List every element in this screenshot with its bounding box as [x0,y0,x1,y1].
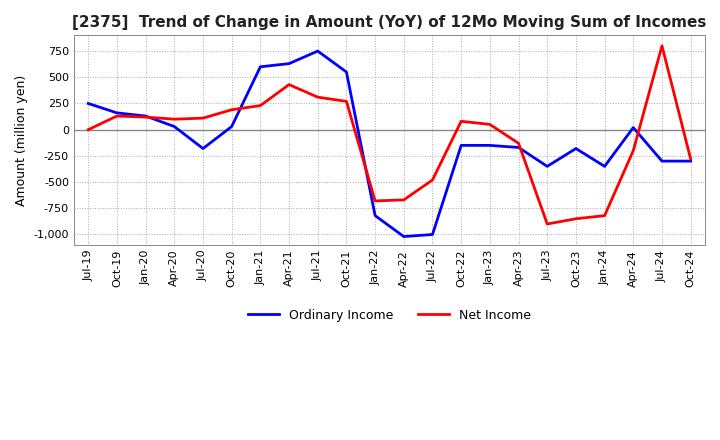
Ordinary Income [543,164,552,169]
Net Income [284,82,293,87]
Ordinary Income [228,124,236,129]
Ordinary Income [600,164,609,169]
Net Income [485,122,494,127]
Net Income [514,141,523,146]
Title: [2375]  Trend of Change in Amount (YoY) of 12Mo Moving Sum of Incomes: [2375] Trend of Change in Amount (YoY) o… [72,15,706,30]
Net Income [428,177,437,183]
Ordinary Income [371,213,379,218]
Ordinary Income [112,110,121,116]
Ordinary Income [342,70,351,75]
Y-axis label: Amount (million yen): Amount (million yen) [15,74,28,206]
Ordinary Income [313,48,322,54]
Ordinary Income [686,158,695,164]
Legend: Ordinary Income, Net Income: Ordinary Income, Net Income [243,304,536,327]
Net Income [84,127,93,132]
Net Income [199,115,207,121]
Ordinary Income [428,232,437,237]
Net Income [572,216,580,221]
Ordinary Income [457,143,466,148]
Ordinary Income [657,158,666,164]
Ordinary Income [400,234,408,239]
Net Income [686,156,695,161]
Net Income [342,99,351,104]
Ordinary Income [514,145,523,150]
Net Income [400,197,408,202]
Net Income [543,221,552,227]
Net Income [657,43,666,48]
Net Income [256,103,265,108]
Net Income [600,213,609,218]
Net Income [112,114,121,119]
Ordinary Income [485,143,494,148]
Net Income [313,95,322,100]
Net Income [228,107,236,112]
Net Income [371,198,379,204]
Ordinary Income [141,114,150,119]
Ordinary Income [84,101,93,106]
Ordinary Income [170,124,179,129]
Line: Net Income: Net Income [89,46,690,224]
Net Income [170,117,179,122]
Ordinary Income [572,146,580,151]
Net Income [629,148,638,153]
Net Income [141,114,150,120]
Ordinary Income [629,125,638,130]
Net Income [457,119,466,124]
Ordinary Income [284,61,293,66]
Ordinary Income [199,146,207,151]
Ordinary Income [256,64,265,70]
Line: Ordinary Income: Ordinary Income [89,51,690,237]
